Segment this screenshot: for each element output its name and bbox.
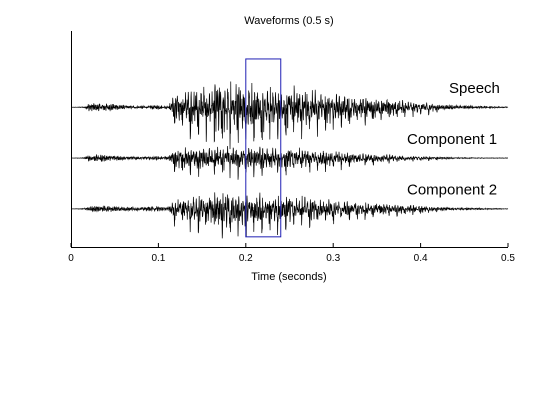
trace-speech — [70, 81, 509, 150]
chart-title: Waveforms (0.5 s) — [244, 15, 333, 27]
series-label-speech: Speech — [449, 80, 500, 97]
series-labels: Speech Component 1 Component 2 — [407, 80, 500, 199]
x-tick-label: 0.1 — [151, 253, 165, 264]
trace-component-1 — [70, 146, 509, 180]
x-axis-ticks: 0 0.1 0.2 0.3 0.4 0.5 — [68, 243, 515, 264]
x-tick-label: 0 — [68, 253, 74, 264]
x-axis-label: Time (seconds) — [251, 271, 326, 283]
x-tick-label: 0.5 — [501, 253, 515, 264]
x-tick-label: 0.3 — [326, 253, 340, 264]
axes — [71, 31, 508, 248]
series-label-component-2: Component 2 — [407, 182, 497, 199]
x-tick-label: 0.2 — [239, 253, 253, 264]
waveform-traces — [70, 81, 509, 239]
series-label-component-1: Component 1 — [407, 131, 497, 148]
highlight-window — [245, 58, 282, 238]
x-tick-label: 0.4 — [414, 253, 428, 264]
trace-component-2 — [70, 192, 509, 239]
